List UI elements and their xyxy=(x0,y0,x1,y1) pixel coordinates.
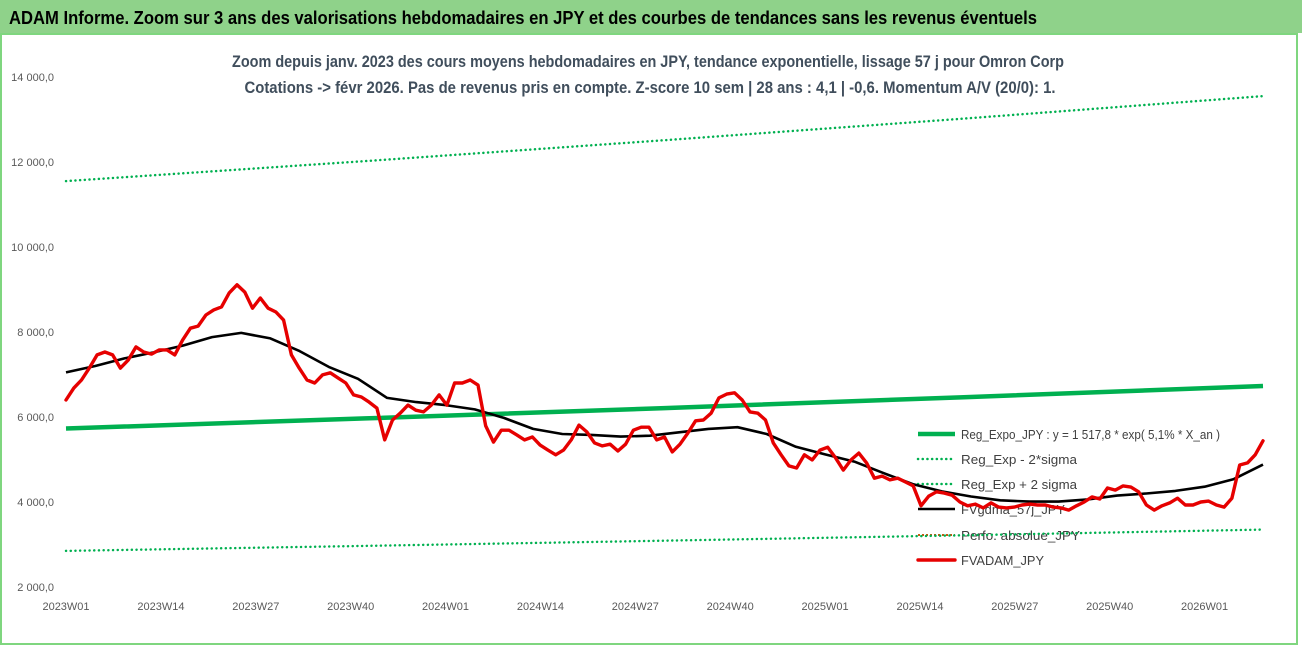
series-line-reg-minus-2sigma xyxy=(64,528,1265,553)
x-tick-label: 2023W14 xyxy=(137,601,184,613)
y-tick-label: 14 000,0 xyxy=(11,72,54,84)
legend-label-perfo-absolue: Perfo. absolue_JPY xyxy=(961,528,1080,543)
legend-label-reg-minus-2sigma: Reg_Exp - 2*sigma xyxy=(961,452,1078,467)
x-tick-label: 2025W14 xyxy=(896,601,943,613)
y-axis-labels: 14 000,0 12 000,0 10 000,0 8 000,0 6 000,0 4 … xyxy=(11,72,54,594)
y-tick-label: 6 000,0 xyxy=(17,412,54,424)
x-tick-label: 2025W40 xyxy=(1086,601,1133,613)
legend-label-reg-plus-2sigma: Reg_Exp + 2 sigma xyxy=(961,477,1078,492)
y-tick-label: 10 000,0 xyxy=(11,242,54,254)
x-tick-label: 2026W01 xyxy=(1181,601,1228,613)
chart-frame xyxy=(0,33,1298,645)
x-tick-label: 2024W14 xyxy=(517,601,564,613)
y-tick-label: 2 000,0 xyxy=(17,582,54,594)
header-bar xyxy=(0,0,1302,33)
x-axis-labels: 2023W01 2023W14 2023W27 2023W40 2024W01 2024W… xyxy=(42,601,1228,613)
y-tick-label: 12 000,0 xyxy=(11,157,54,169)
x-tick-label: 2024W01 xyxy=(422,601,469,613)
x-tick-label: 2023W01 xyxy=(42,601,89,613)
x-tick-label: 2024W40 xyxy=(707,601,754,613)
series-line-fvadam xyxy=(64,283,1265,512)
plot-area xyxy=(64,94,1265,553)
series-line-reg-expo xyxy=(65,383,1264,431)
header-title: ADAM Informe. Zoom sur 3 ans des valoris… xyxy=(9,8,1037,28)
chart-subtitle: Cotations -> févr 2026. Pas de revenus p… xyxy=(245,79,1056,97)
series-line-reg-plus-2sigma xyxy=(64,94,1265,183)
legend-item-fvadam: FVADAM_JPY xyxy=(916,553,1044,568)
legend-label-reg-expo: Reg_Expo_JPY : y = 1 517,8 * exp( 5,1% *… xyxy=(961,427,1220,442)
series-line-fvgdma xyxy=(65,331,1264,503)
x-tick-label: 2024W27 xyxy=(612,601,659,613)
legend-label-fvadam: FVADAM_JPY xyxy=(961,553,1044,568)
legend-item-reg-plus-2sigma: Reg_Exp + 2 sigma xyxy=(916,477,1078,492)
legend-item-reg-expo: Reg_Expo_JPY : y = 1 517,8 * exp( 5,1% *… xyxy=(918,427,1220,442)
chart-title: Zoom depuis janv. 2023 des cours moyens … xyxy=(232,53,1064,71)
legend-item-reg-minus-2sigma: Reg_Exp - 2*sigma xyxy=(916,452,1078,467)
y-tick-label: 8 000,0 xyxy=(17,327,54,339)
y-tick-label: 4 000,0 xyxy=(17,497,54,509)
x-tick-label: 2025W27 xyxy=(991,601,1038,613)
legend-item-perfo-absolue: Perfo. absolue_JPY xyxy=(918,528,1080,543)
x-tick-label: 2025W01 xyxy=(802,601,849,613)
x-tick-label: 2023W40 xyxy=(327,601,374,613)
x-tick-label: 2023W27 xyxy=(232,601,279,613)
